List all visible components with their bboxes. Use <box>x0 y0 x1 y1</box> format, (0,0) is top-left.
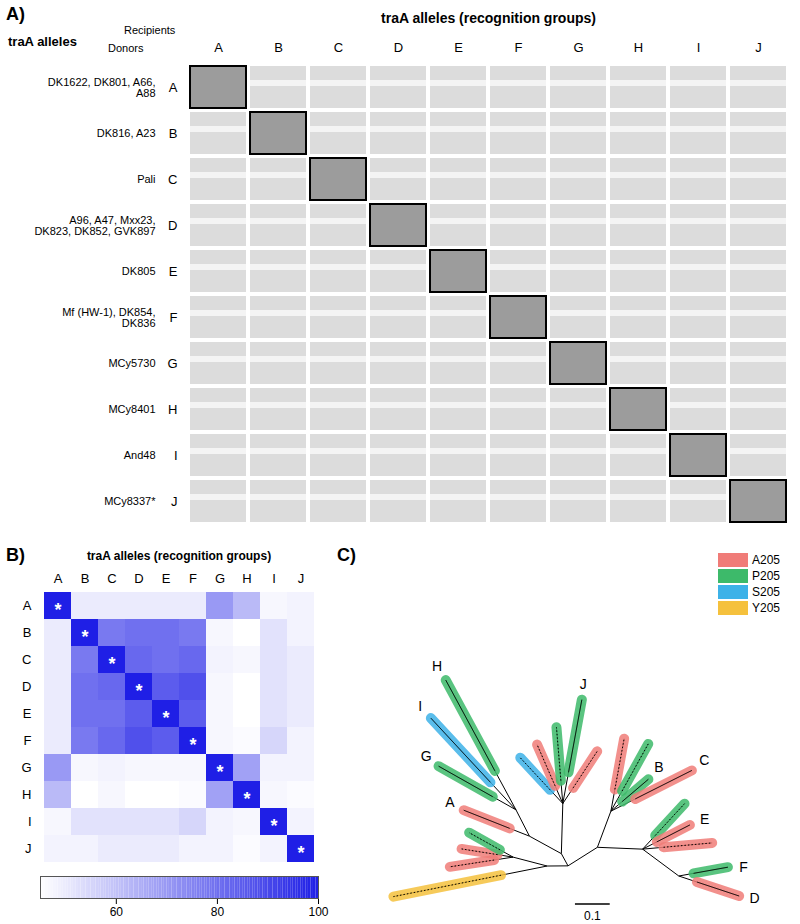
svg-text:I: I <box>174 448 178 463</box>
html-text:S205: S205 <box>752 585 780 599</box>
svg-text:G: G <box>167 356 177 371</box>
svg-text:MCy8337*: MCy8337* <box>104 495 156 507</box>
svg-text:*: * <box>81 627 88 647</box>
svg-text:DK816, A23: DK816, A23 <box>97 127 156 139</box>
svg-text:H: H <box>634 40 643 55</box>
html-text:C): C) <box>337 545 356 565</box>
svg-text:G: G <box>215 571 225 586</box>
svg-text:DK1622, DK801, A66,A88: DK1622, DK801, A66,A88 <box>48 76 156 99</box>
svg-text:80: 80 <box>211 905 225 919</box>
svg-text:E: E <box>162 571 171 586</box>
svg-text:A: A <box>214 40 223 55</box>
svg-text:H: H <box>22 787 31 802</box>
svg-text:MCy8401: MCy8401 <box>108 403 155 415</box>
svg-text:B: B <box>81 571 90 586</box>
svg-text:And48: And48 <box>124 449 156 461</box>
svg-text:A: A <box>23 598 32 613</box>
svg-text:0.1: 0.1 <box>584 909 601 923</box>
svg-text:A96, A47, Mxx23,DK823, DK852,: A96, A47, Mxx23,DK823, DK852, GVK897 <box>34 214 155 237</box>
svg-text:*: * <box>108 654 115 674</box>
svg-text:H: H <box>242 571 251 586</box>
html-text:traA alleles (recognition grou: traA alleles (recognition groups) <box>86 549 272 563</box>
html-text:P205: P205 <box>752 569 780 583</box>
svg-text:*: * <box>243 789 250 809</box>
svg-text:D: D <box>750 890 760 906</box>
svg-text:C: C <box>22 652 31 667</box>
svg-text:F: F <box>739 859 748 875</box>
svg-text:A: A <box>54 571 63 586</box>
html-text:traA alleles: traA alleles <box>8 34 77 49</box>
svg-text:J: J <box>580 676 587 692</box>
svg-text:C: C <box>168 172 177 187</box>
svg-text:E: E <box>454 40 463 55</box>
svg-text:60: 60 <box>110 905 124 919</box>
html-text:A): A) <box>6 4 25 24</box>
svg-text:B: B <box>274 40 283 55</box>
svg-text:G: G <box>21 760 31 775</box>
svg-text:F: F <box>170 310 178 325</box>
svg-text:B: B <box>169 126 178 141</box>
svg-text:*: * <box>54 600 61 620</box>
svg-text:*: * <box>135 681 142 701</box>
html-text:Donors: Donors <box>108 42 144 54</box>
svg-text:MCy5730: MCy5730 <box>108 357 155 369</box>
html-text:A205: A205 <box>752 553 780 567</box>
svg-text:E: E <box>169 264 178 279</box>
svg-text:E: E <box>23 706 32 721</box>
svg-text:C: C <box>334 40 343 55</box>
html-text:B): B) <box>6 545 25 565</box>
svg-text:D: D <box>394 40 403 55</box>
svg-text:H: H <box>168 402 177 417</box>
svg-text:F: F <box>189 571 197 586</box>
svg-text:A: A <box>445 794 455 810</box>
svg-text:B: B <box>654 759 663 775</box>
svg-text:B: B <box>23 625 32 640</box>
svg-text:*: * <box>162 708 169 728</box>
svg-text:E: E <box>700 811 709 827</box>
svg-text:G: G <box>573 40 583 55</box>
svg-text:I: I <box>28 814 32 829</box>
svg-text:*: * <box>189 735 196 755</box>
svg-text:F: F <box>515 40 523 55</box>
svg-text:*: * <box>216 762 223 782</box>
svg-text:G: G <box>421 748 432 764</box>
svg-text:D: D <box>22 679 31 694</box>
svg-text:J: J <box>755 40 762 55</box>
svg-text:Mf (HW-1), DK854,DK836: Mf (HW-1), DK854,DK836 <box>62 306 155 329</box>
html-text:traA alleles (recognition grou: traA alleles (recognition groups) <box>381 10 596 26</box>
svg-text:J: J <box>171 494 178 509</box>
svg-text:D: D <box>134 571 143 586</box>
svg-text:*: * <box>270 816 277 836</box>
svg-text:D: D <box>168 218 177 233</box>
svg-text:H: H <box>432 658 442 674</box>
svg-text:I: I <box>272 571 276 586</box>
svg-text:A: A <box>169 80 178 95</box>
svg-text:I: I <box>697 40 701 55</box>
svg-text:I: I <box>418 698 422 714</box>
svg-text:J: J <box>298 571 305 586</box>
svg-text:F: F <box>24 733 32 748</box>
html-text:Recipients: Recipients <box>124 24 176 36</box>
html-text:Y205: Y205 <box>752 601 780 615</box>
svg-text:100: 100 <box>308 905 328 919</box>
svg-text:*: * <box>297 843 304 863</box>
svg-text:DK805: DK805 <box>122 265 156 277</box>
svg-text:C: C <box>699 752 709 768</box>
svg-text:Pali: Pali <box>137 173 155 185</box>
svg-text:J: J <box>25 841 32 856</box>
svg-text:C: C <box>107 571 116 586</box>
